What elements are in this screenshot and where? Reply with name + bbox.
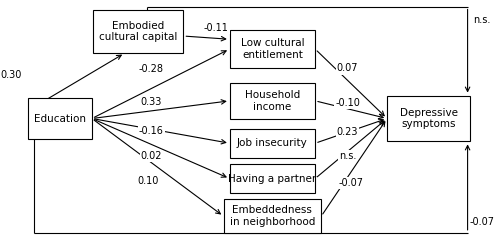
FancyBboxPatch shape: [93, 9, 184, 53]
Text: 0.07: 0.07: [337, 64, 358, 73]
Text: Low cultural
entitlement: Low cultural entitlement: [240, 38, 304, 60]
Text: Household
income: Household income: [245, 90, 300, 112]
Text: -0.11: -0.11: [204, 23, 229, 33]
Text: -0.07: -0.07: [338, 178, 363, 188]
FancyBboxPatch shape: [230, 128, 315, 158]
Text: 0.23: 0.23: [337, 127, 358, 137]
FancyBboxPatch shape: [224, 199, 321, 233]
Text: -0.16: -0.16: [139, 126, 164, 136]
Text: -0.10: -0.10: [335, 98, 360, 108]
FancyBboxPatch shape: [28, 98, 92, 139]
FancyBboxPatch shape: [230, 82, 315, 119]
FancyBboxPatch shape: [230, 30, 315, 68]
Text: 0.30: 0.30: [0, 70, 22, 80]
Text: Job insecurity: Job insecurity: [237, 138, 308, 148]
Text: Embodied
cultural capital: Embodied cultural capital: [99, 21, 178, 42]
Text: 0.33: 0.33: [140, 97, 162, 107]
Text: Education: Education: [34, 114, 86, 123]
Text: Having a partner: Having a partner: [228, 173, 316, 184]
FancyBboxPatch shape: [387, 96, 470, 141]
Text: Embeddedness
in neighborhood: Embeddedness in neighborhood: [230, 205, 315, 227]
Text: -0.07: -0.07: [470, 217, 494, 227]
FancyBboxPatch shape: [230, 164, 315, 193]
Text: Depressive
symptoms: Depressive symptoms: [400, 108, 458, 129]
Text: 0.02: 0.02: [140, 151, 162, 161]
Text: 0.10: 0.10: [138, 176, 159, 186]
Text: n.s.: n.s.: [474, 14, 491, 25]
Text: n.s.: n.s.: [339, 151, 356, 161]
Text: -0.28: -0.28: [139, 64, 164, 74]
